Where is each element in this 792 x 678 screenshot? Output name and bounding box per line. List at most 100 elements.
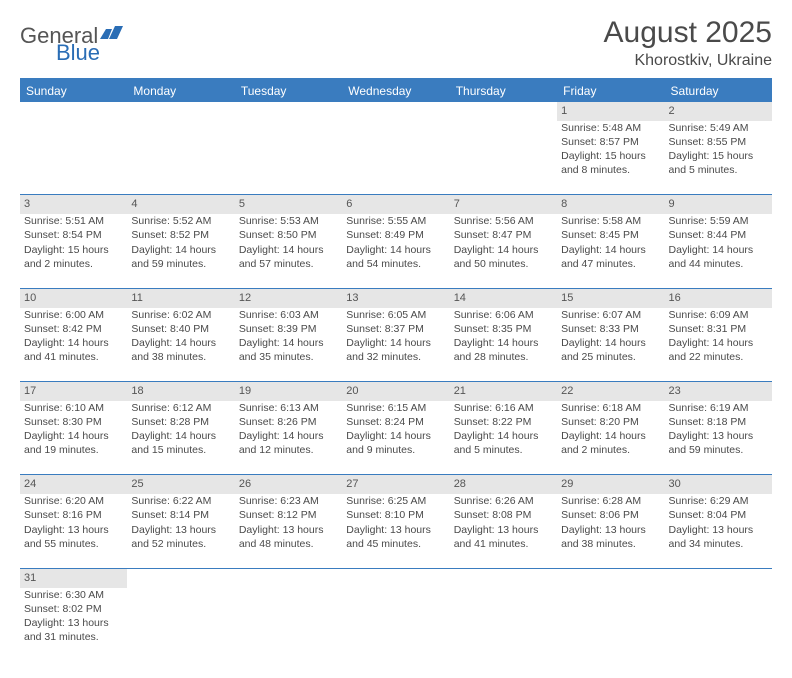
sunset-line: Sunset: 8:04 PM <box>669 508 768 522</box>
weekday-header: Monday <box>127 79 234 102</box>
day-number-cell: 17 <box>20 382 127 401</box>
day-cell: Sunrise: 6:22 AMSunset: 8:14 PMDaylight:… <box>127 494 234 568</box>
day-cell: Sunrise: 6:25 AMSunset: 8:10 PMDaylight:… <box>342 494 449 568</box>
sunrise-line: Sunrise: 6:00 AM <box>24 308 123 322</box>
weekday-header: Friday <box>557 79 664 102</box>
sunrise-line: Sunrise: 6:18 AM <box>561 401 660 415</box>
sunrise-line: Sunrise: 6:15 AM <box>346 401 445 415</box>
daylight-line: Daylight: 13 hours and 55 minutes. <box>24 523 123 551</box>
day-content-row: Sunrise: 6:00 AMSunset: 8:42 PMDaylight:… <box>20 308 772 382</box>
day-number-cell: 24 <box>20 475 127 494</box>
day-cell: Sunrise: 6:13 AMSunset: 8:26 PMDaylight:… <box>235 401 342 475</box>
day-number-cell: 7 <box>450 195 557 214</box>
sunset-line: Sunset: 8:20 PM <box>561 415 660 429</box>
day-cell: Sunrise: 5:48 AMSunset: 8:57 PMDaylight:… <box>557 121 664 195</box>
day-content-row: Sunrise: 6:20 AMSunset: 8:16 PMDaylight:… <box>20 494 772 568</box>
sunrise-line: Sunrise: 5:48 AM <box>561 121 660 135</box>
sunrise-line: Sunrise: 5:58 AM <box>561 214 660 228</box>
sunset-line: Sunset: 8:08 PM <box>454 508 553 522</box>
day-cell <box>235 121 342 195</box>
weekday-header-row: SundayMondayTuesdayWednesdayThursdayFrid… <box>20 79 772 102</box>
day-number-cell <box>450 568 557 587</box>
day-number-cell <box>342 102 449 121</box>
day-number-cell <box>20 102 127 121</box>
day-number-cell <box>127 568 234 587</box>
sunrise-line: Sunrise: 6:02 AM <box>131 308 230 322</box>
sunrise-line: Sunrise: 5:56 AM <box>454 214 553 228</box>
sunrise-line: Sunrise: 5:49 AM <box>669 121 768 135</box>
sunrise-line: Sunrise: 6:25 AM <box>346 494 445 508</box>
day-cell: Sunrise: 6:30 AMSunset: 8:02 PMDaylight:… <box>20 588 127 662</box>
day-number-row: 24252627282930 <box>20 475 772 494</box>
day-number-cell: 4 <box>127 195 234 214</box>
sunrise-line: Sunrise: 6:05 AM <box>346 308 445 322</box>
sunrise-line: Sunrise: 5:53 AM <box>239 214 338 228</box>
day-number-cell: 25 <box>127 475 234 494</box>
daylight-line: Daylight: 14 hours and 47 minutes. <box>561 243 660 271</box>
sunset-line: Sunset: 8:10 PM <box>346 508 445 522</box>
sunset-line: Sunset: 8:02 PM <box>24 602 123 616</box>
daylight-line: Daylight: 15 hours and 2 minutes. <box>24 243 123 271</box>
sunrise-line: Sunrise: 6:29 AM <box>669 494 768 508</box>
title-block: August 2025 Khorostkiv, Ukraine <box>604 16 772 70</box>
sunset-line: Sunset: 8:45 PM <box>561 228 660 242</box>
day-cell: Sunrise: 6:29 AMSunset: 8:04 PMDaylight:… <box>665 494 772 568</box>
day-number-row: 12 <box>20 102 772 121</box>
day-cell: Sunrise: 6:06 AMSunset: 8:35 PMDaylight:… <box>450 308 557 382</box>
daylight-line: Daylight: 14 hours and 54 minutes. <box>346 243 445 271</box>
day-cell <box>20 121 127 195</box>
day-number-cell: 22 <box>557 382 664 401</box>
day-cell: Sunrise: 6:12 AMSunset: 8:28 PMDaylight:… <box>127 401 234 475</box>
page-header: GeneralBlue August 2025 Khorostkiv, Ukra… <box>20 16 772 70</box>
sunset-line: Sunset: 8:57 PM <box>561 135 660 149</box>
daylight-line: Daylight: 14 hours and 41 minutes. <box>24 336 123 364</box>
daylight-line: Daylight: 13 hours and 45 minutes. <box>346 523 445 551</box>
day-number-cell <box>127 102 234 121</box>
weekday-header: Tuesday <box>235 79 342 102</box>
day-cell: Sunrise: 5:53 AMSunset: 8:50 PMDaylight:… <box>235 214 342 288</box>
day-number-cell: 31 <box>20 568 127 587</box>
day-cell: Sunrise: 6:05 AMSunset: 8:37 PMDaylight:… <box>342 308 449 382</box>
sunrise-line: Sunrise: 6:28 AM <box>561 494 660 508</box>
day-number-cell: 15 <box>557 288 664 307</box>
day-number-cell <box>235 102 342 121</box>
day-number-cell: 3 <box>20 195 127 214</box>
brand-logo: GeneralBlue <box>20 16 124 64</box>
day-number-cell <box>450 102 557 121</box>
day-number-cell: 13 <box>342 288 449 307</box>
sunrise-line: Sunrise: 6:23 AM <box>239 494 338 508</box>
day-cell: Sunrise: 5:55 AMSunset: 8:49 PMDaylight:… <box>342 214 449 288</box>
sunrise-line: Sunrise: 6:16 AM <box>454 401 553 415</box>
daylight-line: Daylight: 14 hours and 12 minutes. <box>239 429 338 457</box>
weekday-header: Saturday <box>665 79 772 102</box>
sunset-line: Sunset: 8:18 PM <box>669 415 768 429</box>
daylight-line: Daylight: 14 hours and 32 minutes. <box>346 336 445 364</box>
daylight-line: Daylight: 14 hours and 38 minutes. <box>131 336 230 364</box>
day-number-cell <box>665 568 772 587</box>
day-content-row: Sunrise: 6:30 AMSunset: 8:02 PMDaylight:… <box>20 588 772 662</box>
day-content-row: Sunrise: 5:48 AMSunset: 8:57 PMDaylight:… <box>20 121 772 195</box>
day-number-cell: 21 <box>450 382 557 401</box>
daylight-line: Daylight: 14 hours and 19 minutes. <box>24 429 123 457</box>
sunrise-line: Sunrise: 6:19 AM <box>669 401 768 415</box>
day-number-cell <box>557 568 664 587</box>
day-cell <box>450 588 557 662</box>
day-content-row: Sunrise: 6:10 AMSunset: 8:30 PMDaylight:… <box>20 401 772 475</box>
day-cell: Sunrise: 6:18 AMSunset: 8:20 PMDaylight:… <box>557 401 664 475</box>
day-number-cell: 10 <box>20 288 127 307</box>
day-cell: Sunrise: 6:07 AMSunset: 8:33 PMDaylight:… <box>557 308 664 382</box>
day-number-cell: 28 <box>450 475 557 494</box>
day-cell: Sunrise: 6:03 AMSunset: 8:39 PMDaylight:… <box>235 308 342 382</box>
sunrise-line: Sunrise: 6:07 AM <box>561 308 660 322</box>
daylight-line: Daylight: 13 hours and 38 minutes. <box>561 523 660 551</box>
day-number-row: 3456789 <box>20 195 772 214</box>
sunset-line: Sunset: 8:30 PM <box>24 415 123 429</box>
day-number-cell: 2 <box>665 102 772 121</box>
sunset-line: Sunset: 8:50 PM <box>239 228 338 242</box>
day-cell: Sunrise: 5:56 AMSunset: 8:47 PMDaylight:… <box>450 214 557 288</box>
day-cell <box>665 588 772 662</box>
day-cell <box>235 588 342 662</box>
daylight-line: Daylight: 14 hours and 28 minutes. <box>454 336 553 364</box>
daylight-line: Daylight: 14 hours and 44 minutes. <box>669 243 768 271</box>
sunrise-line: Sunrise: 6:22 AM <box>131 494 230 508</box>
